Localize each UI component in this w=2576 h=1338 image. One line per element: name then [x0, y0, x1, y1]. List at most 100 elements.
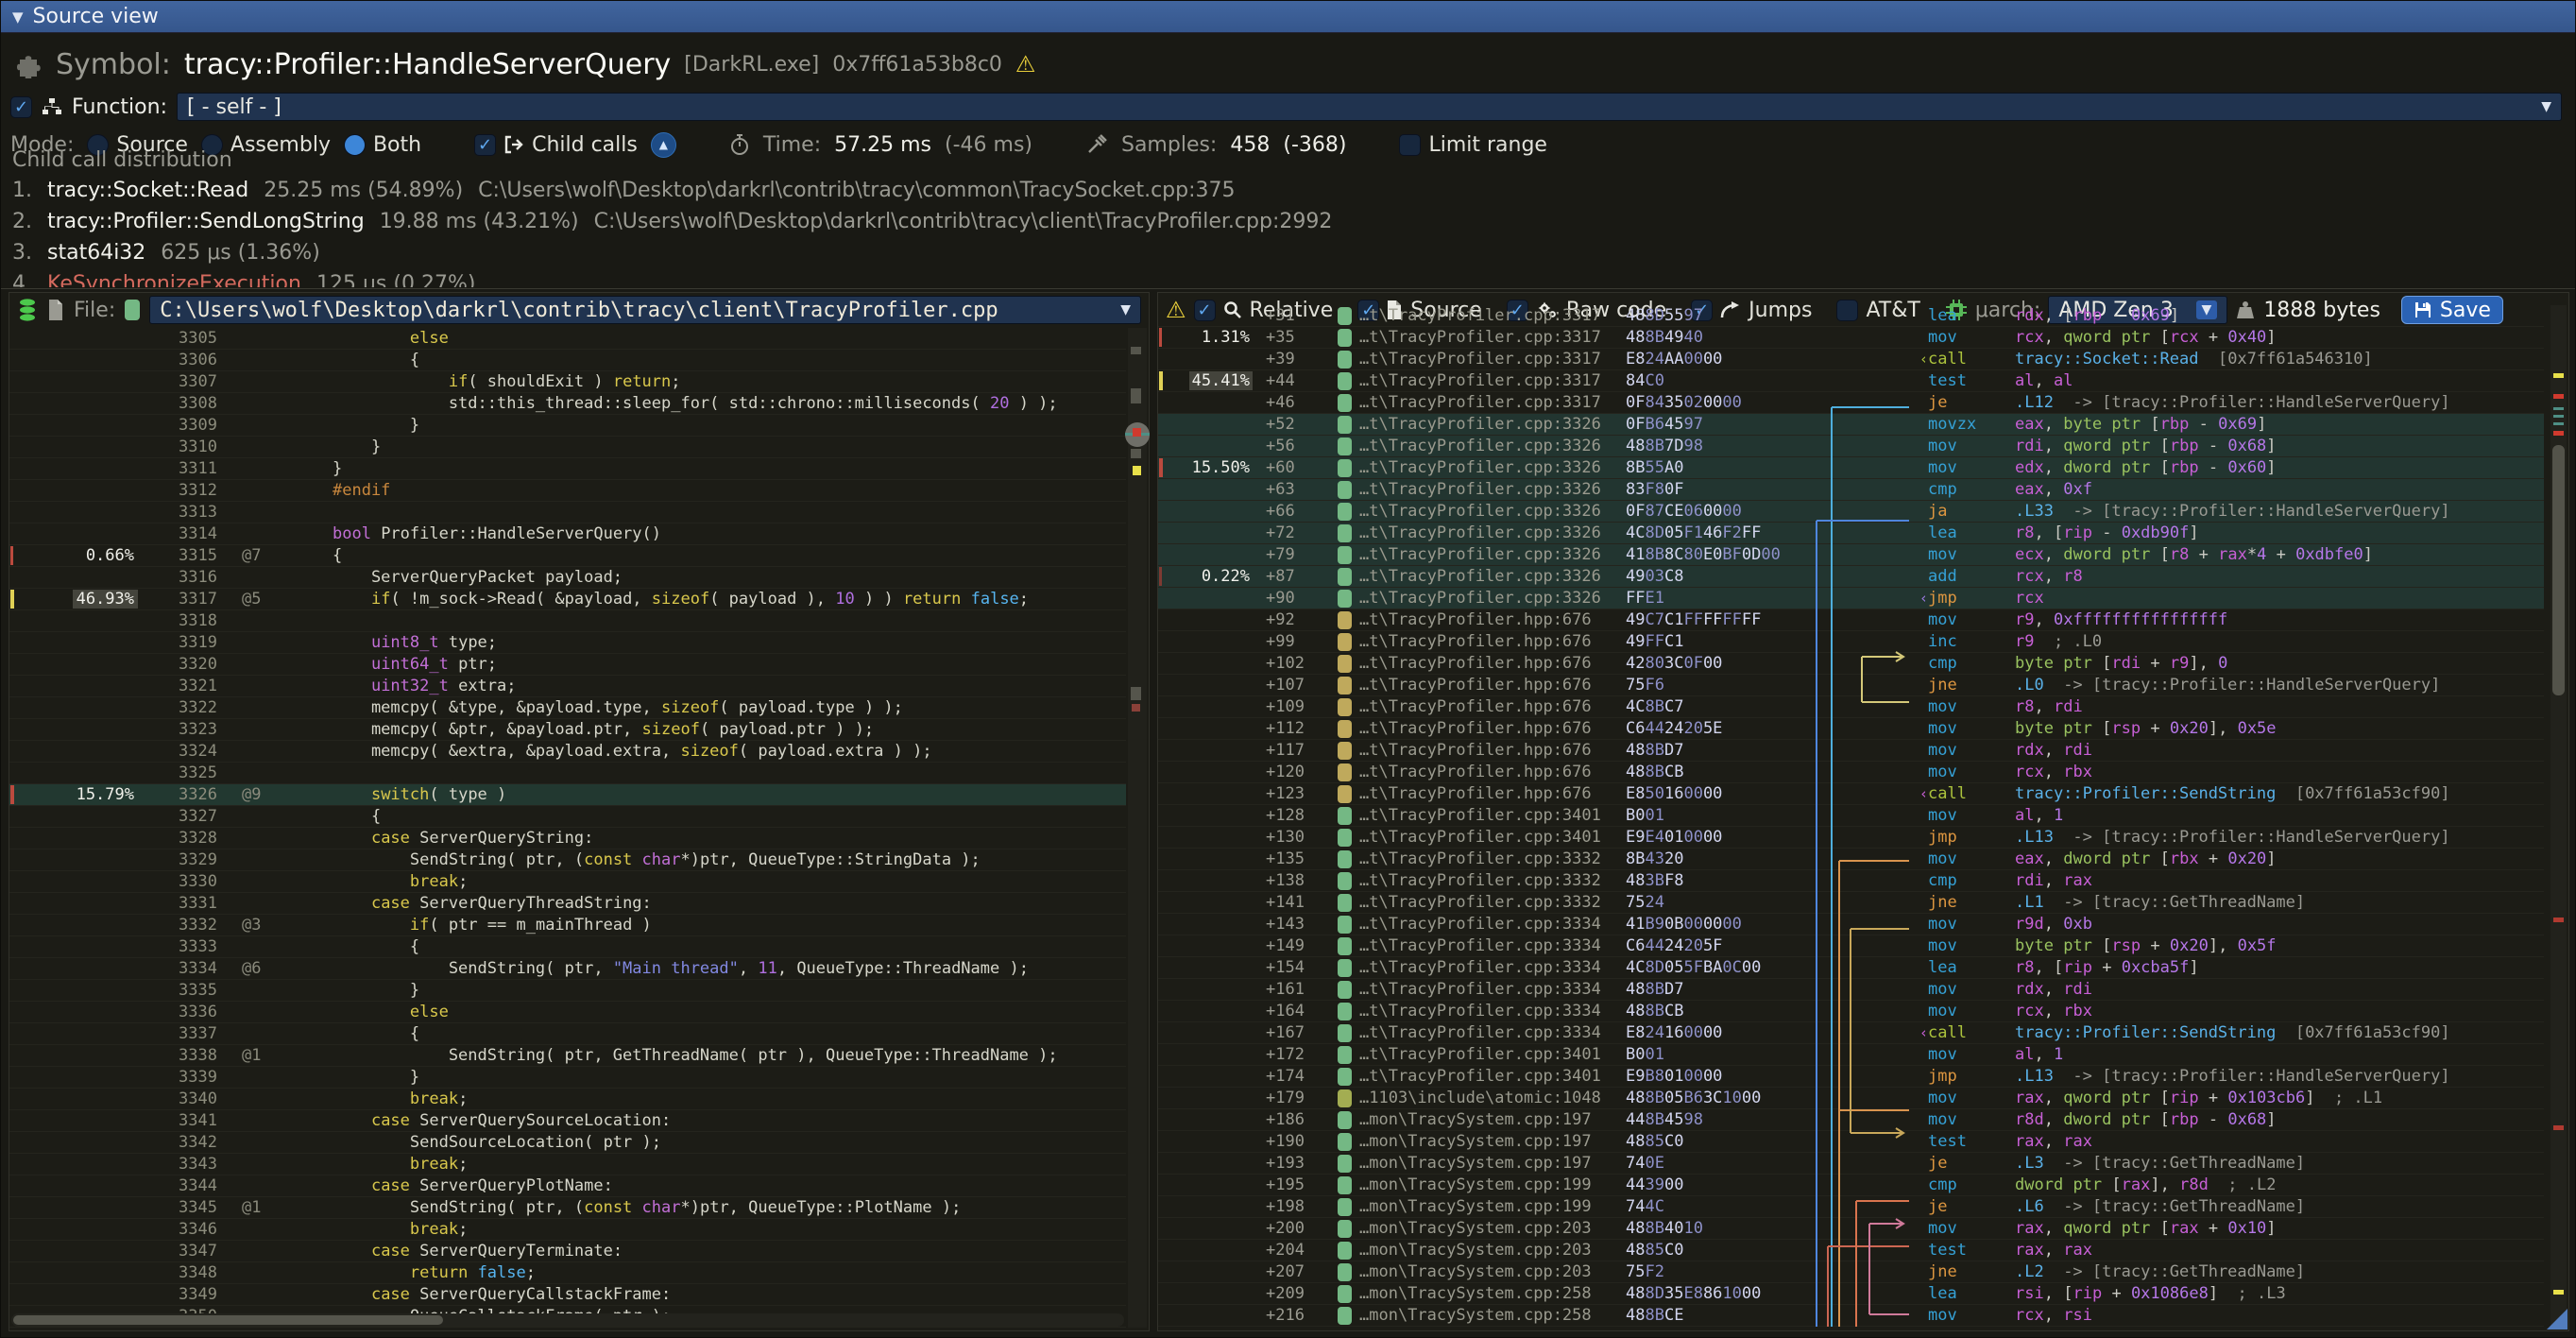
line-number[interactable]: 3314 — [179, 524, 217, 543]
source-location[interactable]: …t\TracyProfiler.cpp:3401 — [1359, 828, 1601, 847]
assembly-line[interactable]: +198 …mon\TracySystem.cpp:199 744C je .L6 ->… — [1158, 1196, 2544, 1218]
source-location[interactable]: …t\TracyProfiler.cpp:3401 — [1359, 1067, 1601, 1086]
source-line[interactable]: 3346 break; — [9, 1219, 1126, 1241]
source-location[interactable]: …t\TracyProfiler.cpp:3334 — [1359, 936, 1601, 955]
assembly-line[interactable]: +135 …t\TracyProfiler.cpp:3332 8B4320 mov ea… — [1158, 849, 2544, 870]
source-line[interactable]: 3308 std::this_thread::sleep_for( std::c… — [9, 393, 1126, 415]
source-location[interactable]: …t\TracyProfiler.cpp:3326 — [1359, 458, 1601, 477]
source-line[interactable]: 3341 case ServerQuerySourceLocation: — [9, 1110, 1126, 1132]
assembly-line[interactable]: +92 …t\TracyProfiler.hpp:676 49C7C1FFFFFFF… — [1158, 609, 2544, 631]
source-line[interactable]: 3330 break; — [9, 871, 1126, 893]
source-line[interactable]: 3338 @1 SendString( ptr, GetThreadName( p… — [9, 1045, 1126, 1067]
assembly-line[interactable]: +141 …t\TracyProfiler.cpp:3332 7524 jne .L1 … — [1158, 892, 2544, 914]
source-location[interactable]: …t\TracyProfiler.cpp:3334 — [1359, 1023, 1601, 1042]
assembly-line[interactable]: +207 …mon\TracySystem.cpp:203 75F2 jne .L2 -… — [1158, 1261, 2544, 1283]
radio-assembly[interactable]: Assembly — [200, 133, 331, 157]
resize-handle[interactable] — [2547, 1309, 2567, 1329]
source-location[interactable]: …t\TracyProfiler.hpp:676 — [1359, 697, 1592, 716]
line-number[interactable]: 3313 — [179, 503, 217, 522]
line-number[interactable]: 3336 — [179, 1003, 217, 1021]
line-number[interactable]: 3324 — [179, 742, 217, 761]
file-select[interactable]: C:\Users\wolf\Desktop\darkrl\contrib\tra… — [149, 296, 1141, 324]
scroll-thumb[interactable] — [13, 1315, 443, 1325]
source-line[interactable]: 3307 if( shouldExit ) return; — [9, 371, 1126, 393]
line-number[interactable]: 3339 — [179, 1068, 217, 1087]
assembly-line[interactable]: +149 …t\TracyProfiler.cpp:3334 C64424205F m… — [1158, 935, 2544, 957]
source-location[interactable]: …t\TracyProfiler.cpp:3334 — [1359, 958, 1601, 977]
source-location[interactable]: …mon\TracySystem.cpp:199 — [1359, 1197, 1592, 1216]
line-number[interactable]: 3310 — [179, 437, 217, 456]
line-number[interactable]: 3327 — [179, 807, 217, 826]
line-number[interactable]: 3341 — [179, 1111, 217, 1130]
radio-source[interactable]: Source — [87, 133, 188, 157]
source-line[interactable]: 3327 { — [9, 806, 1126, 828]
source-line[interactable]: 3339 } — [9, 1067, 1126, 1089]
source-scrollbar[interactable] — [1125, 328, 1150, 1328]
source-location[interactable]: …t\TracyProfiler.cpp:3317 — [1359, 371, 1601, 390]
source-location[interactable]: …mon\TracySystem.cpp:197 — [1359, 1110, 1592, 1129]
assembly-line[interactable]: +174 …t\TracyProfiler.cpp:3401 E9B8010000 j… — [1158, 1066, 2544, 1088]
assembly-line[interactable]: +31 …t\TracyProfiler.cpp:3317 488D5597 lea r… — [1158, 305, 2544, 327]
source-location[interactable]: …mon\TracySystem.cpp:197 — [1359, 1132, 1592, 1151]
line-number[interactable]: 3333 — [179, 937, 217, 956]
source-line[interactable]: 3325 — [9, 763, 1126, 784]
assembly-line[interactable]: +154 …t\TracyProfiler.cpp:3334 4C8D055FBA0… — [1158, 957, 2544, 979]
line-number[interactable]: 3343 — [179, 1155, 217, 1174]
assembly-line[interactable]: +130 …t\TracyProfiler.cpp:3401 E9E4010000 j… — [1158, 827, 2544, 849]
line-number[interactable]: 3330 — [179, 872, 217, 891]
assembly-line[interactable]: +186 …mon\TracySystem.cpp:197 448B4598 mov r… — [1158, 1109, 2544, 1131]
source-line[interactable]: 3345 @1 SendString( ptr, (const char*)ptr… — [9, 1197, 1126, 1219]
source-location[interactable]: …mon\TracySystem.cpp:197 — [1359, 1154, 1592, 1173]
line-number[interactable]: 3317 — [179, 590, 217, 609]
source-line[interactable]: 3318 — [9, 610, 1126, 632]
window-titlebar[interactable]: ▼ Source view — [1, 1, 2575, 33]
source-location[interactable]: …t\TracyProfiler.hpp:676 — [1359, 654, 1592, 673]
function-checkbox[interactable]: ✓ — [10, 95, 32, 118]
line-number[interactable]: 3347 — [179, 1242, 217, 1261]
assembly-line[interactable]: +179 …1103\include\atomic:1048 488B05B63C1… — [1158, 1088, 2544, 1109]
child-call-item[interactable]: 1. tracy::Socket::Read 25.25 ms (54.89%) C:… — [12, 175, 2567, 206]
source-location[interactable]: …t\TracyProfiler.cpp:3326 — [1359, 480, 1601, 499]
line-number[interactable]: 3332 — [179, 916, 217, 935]
source-line[interactable]: 3322 memcpy( &type, &payload.type, sizeo… — [9, 697, 1126, 719]
source-location[interactable]: …t\TracyProfiler.cpp:3401 — [1359, 806, 1601, 825]
line-number[interactable]: 3334 — [179, 959, 217, 978]
source-location[interactable]: …t\TracyProfiler.cpp:3334 — [1359, 915, 1601, 934]
source-line[interactable]: 3342 SendSourceLocation( ptr ); — [9, 1132, 1126, 1154]
source-location[interactable]: …t\TracyProfiler.cpp:3326 — [1359, 567, 1601, 586]
line-number[interactable]: 3344 — [179, 1176, 217, 1195]
child-call-item[interactable]: 2. tracy::Profiler::SendLongString 19.88 m… — [12, 206, 2567, 237]
source-location[interactable]: …t\TracyProfiler.hpp:676 — [1359, 763, 1592, 781]
child-call-item[interactable]: 3. stat64i32 625 μs (1.36%) — [12, 237, 2567, 268]
assembly-line[interactable]: +138 …t\TracyProfiler.cpp:3332 483BF8 cmp rd… — [1158, 870, 2544, 892]
source-location[interactable]: …mon\TracySystem.cpp:203 — [1359, 1262, 1592, 1281]
line-number[interactable]: 3346 — [179, 1220, 217, 1239]
assembly-line[interactable]: +161 …t\TracyProfiler.cpp:3334 488BD7 mov rd… — [1158, 979, 2544, 1001]
line-number[interactable]: 3321 — [179, 677, 217, 695]
source-location[interactable]: …t\TracyProfiler.cpp:3326 — [1359, 523, 1601, 542]
line-number[interactable]: 3308 — [179, 394, 217, 413]
assembly-line[interactable]: +172 …t\TracyProfiler.cpp:3401 B001 mov al, … — [1158, 1044, 2544, 1066]
source-line[interactable]: 3340 break; — [9, 1089, 1126, 1110]
assembly-line[interactable]: +164 …t\TracyProfiler.cpp:3334 488BCB mov rc… — [1158, 1001, 2544, 1022]
assembly-line[interactable]: +128 …t\TracyProfiler.cpp:3401 B001 mov al, … — [1158, 805, 2544, 827]
source-line[interactable]: 3309 } — [9, 415, 1126, 437]
source-location[interactable]: …t\TracyProfiler.cpp:3332 — [1359, 871, 1601, 890]
collapse-icon[interactable]: ▼ — [12, 8, 24, 26]
source-line[interactable]: 46.93% 3317 @5 if( !m_sock->Read( &payload… — [9, 589, 1126, 610]
source-line[interactable]: 3320 uint64_t ptr; — [9, 654, 1126, 676]
scroll-thumb[interactable] — [2552, 445, 2565, 695]
assembly-line[interactable]: +209 …mon\TracySystem.cpp:258 488D35E88610… — [1158, 1283, 2544, 1305]
assembly-line[interactable]: +123 …t\TracyProfiler.hpp:676 E850160000 ‹ c… — [1158, 783, 2544, 805]
source-checkbox[interactable]: ✓ Source — [1357, 299, 1482, 322]
line-number[interactable]: 3316 — [179, 568, 217, 587]
assembly-line[interactable]: +107 …t\TracyProfiler.hpp:676 75F6 jne .L0 -… — [1158, 675, 2544, 696]
collapse-child-calls-button[interactable]: ▲ — [650, 131, 676, 158]
assembly-line[interactable]: +66 …t\TracyProfiler.cpp:3326 0F87CE060000… — [1158, 501, 2544, 523]
source-line[interactable]: 3324 memcpy( &extra, &payload.extra, siz… — [9, 741, 1126, 763]
assembly-line[interactable]: +52 …t\TracyProfiler.cpp:3326 0FB64597 movz… — [1158, 414, 2544, 436]
source-line[interactable]: 3313 — [9, 502, 1126, 523]
source-location[interactable]: …t\TracyProfiler.cpp:3326 — [1359, 545, 1601, 564]
line-number[interactable]: 3323 — [179, 720, 217, 739]
source-location[interactable]: …t\TracyProfiler.hpp:676 — [1359, 784, 1592, 803]
